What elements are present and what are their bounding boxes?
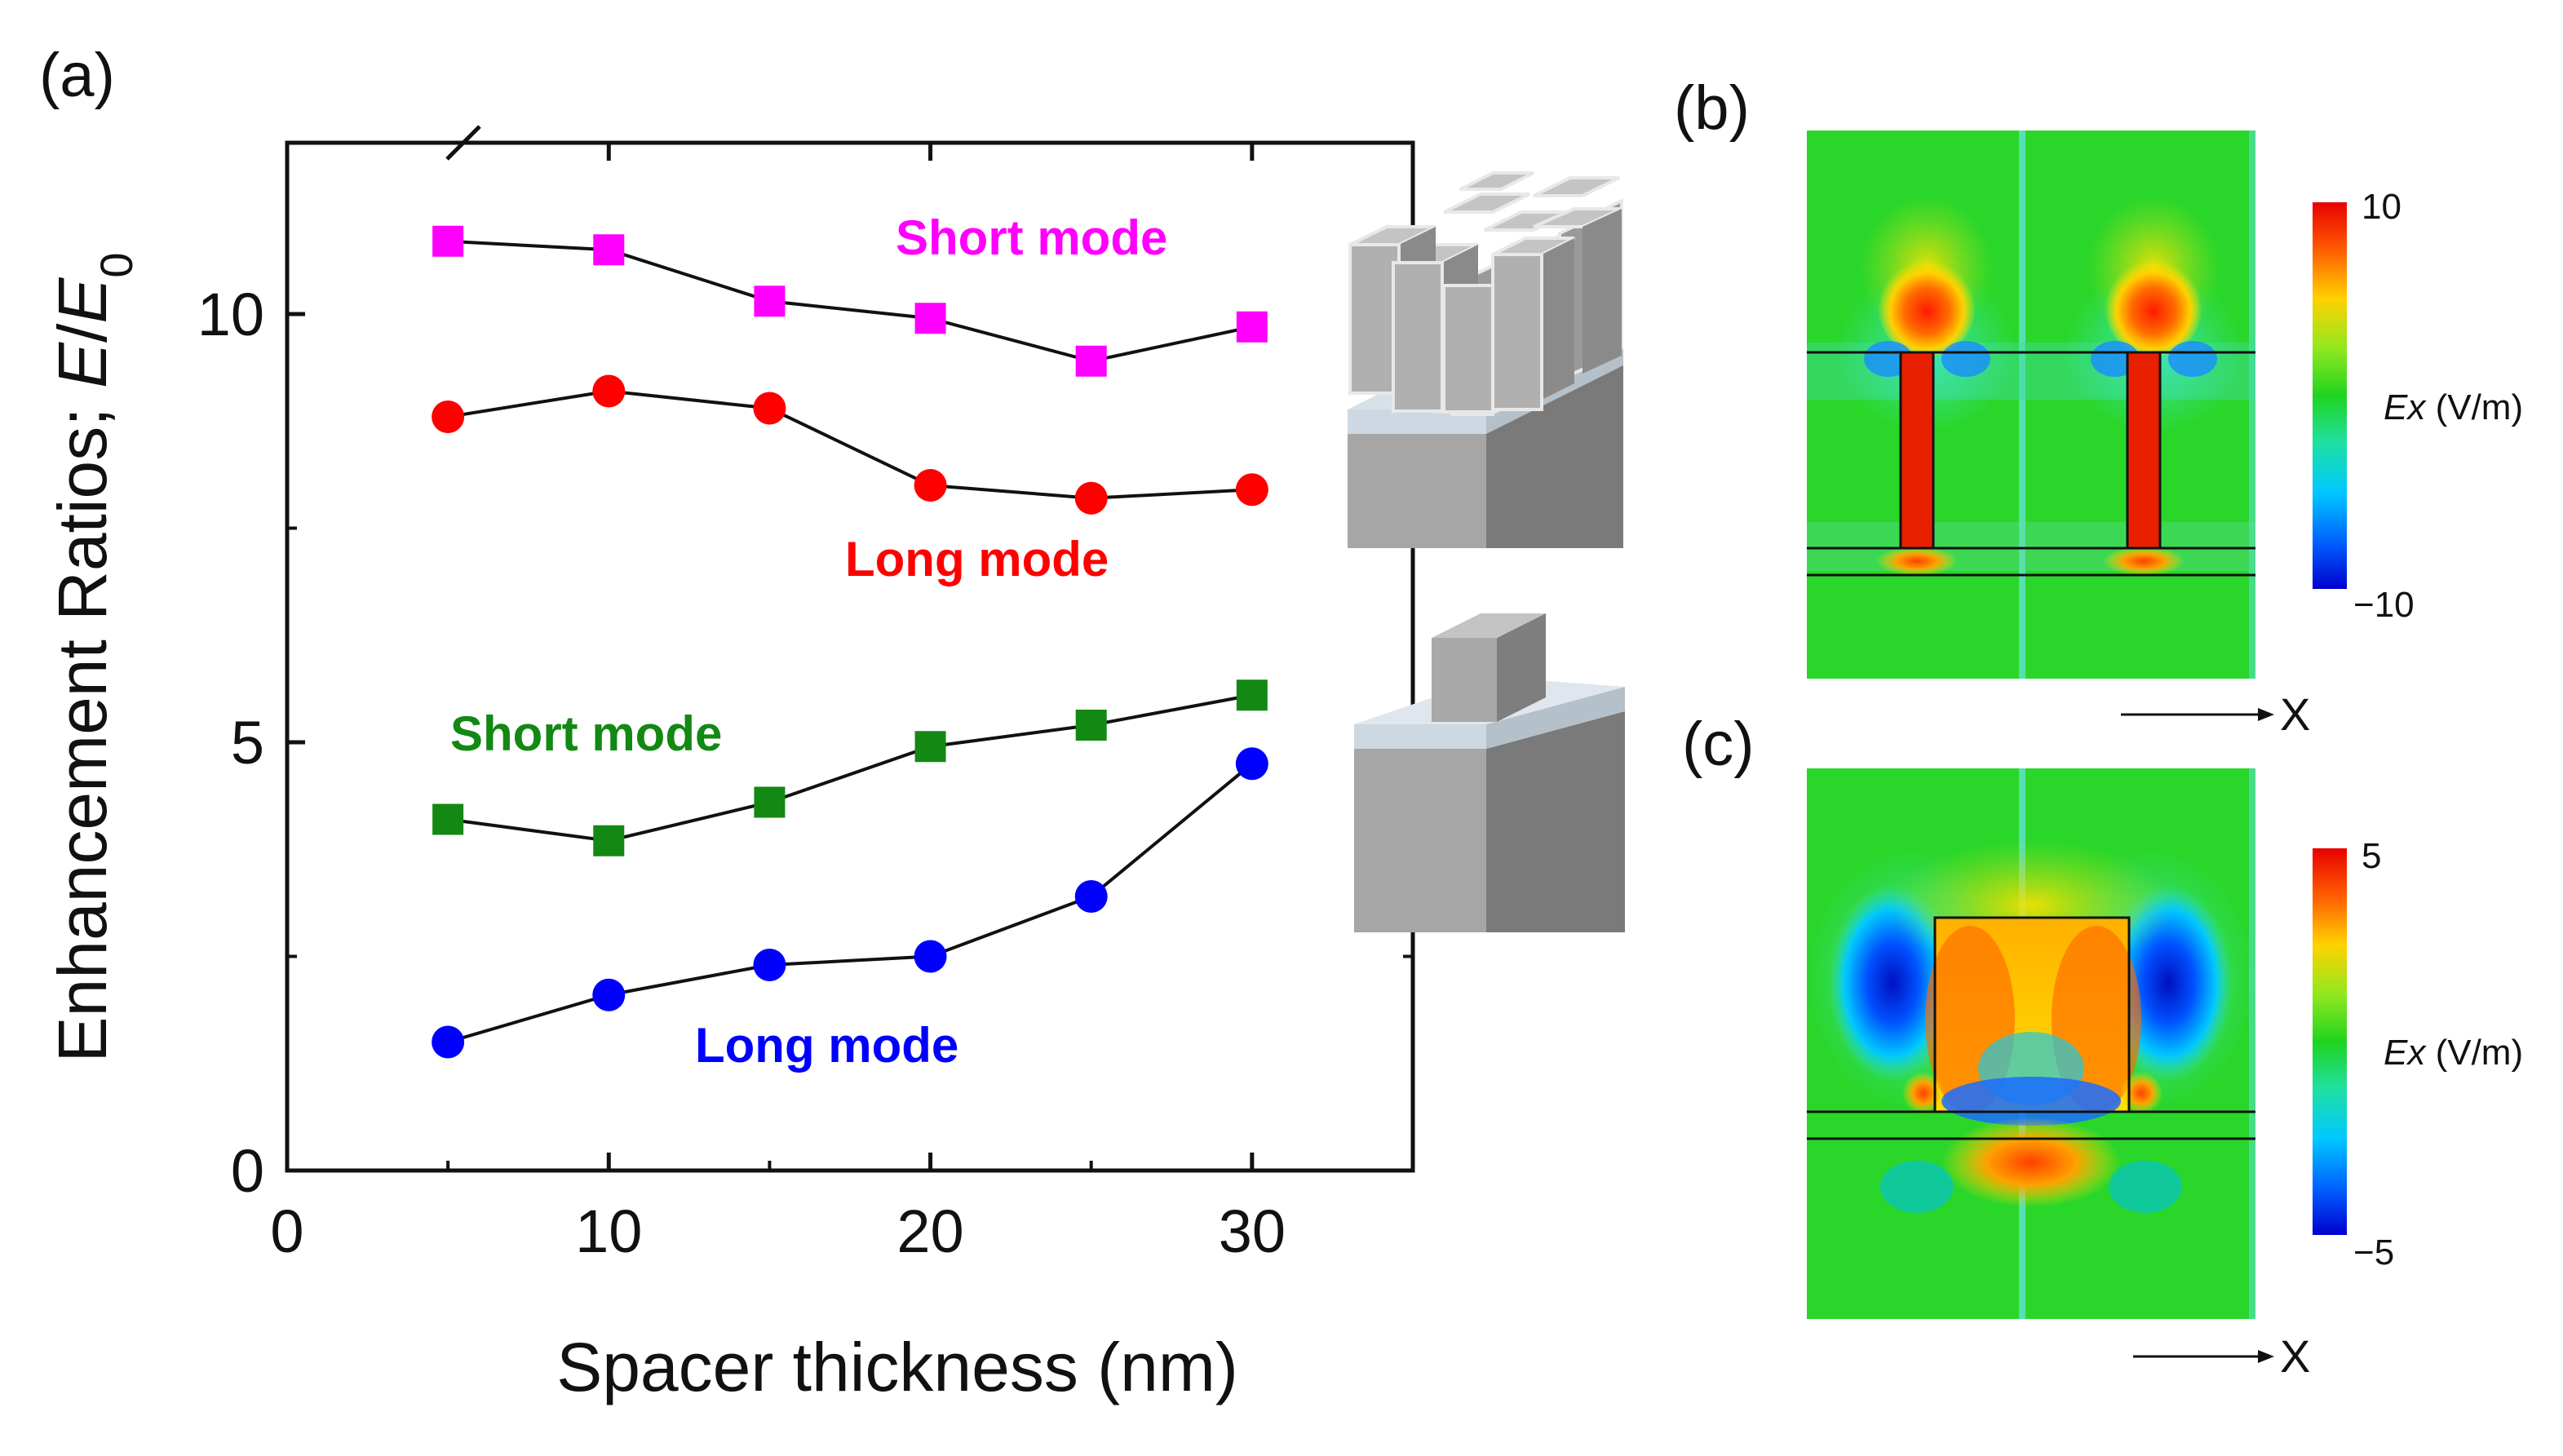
x-ticks: 0 10 20 30 <box>270 143 1286 1265</box>
series-2-point-2 <box>754 786 786 818</box>
series-3-point-5 <box>1235 747 1268 781</box>
field-map-c <box>1807 768 2255 1319</box>
series-3-point-4 <box>1074 880 1108 913</box>
series-3-point-2 <box>753 949 786 981</box>
enhancement-chart: 0 10 20 30 0 5 10 Short mode Long mode Short … <box>44 125 1625 1405</box>
y-tick-label-0: 0 <box>231 1137 264 1205</box>
y-ticks: 0 5 10 <box>197 281 1413 1205</box>
x-label-b: X <box>2280 688 2310 740</box>
series-1 <box>432 374 1268 515</box>
x-direction-arrow-b: X <box>2121 688 2310 740</box>
y-axis-title: Enhancement Ratios; E/E0 <box>44 252 142 1062</box>
series-2 <box>432 679 1268 856</box>
colorbar-c: 5 −5 Ex (V/m) <box>2313 836 2523 1272</box>
x-tick-label-10: 10 <box>575 1197 642 1265</box>
series-2-point-5 <box>1236 679 1268 711</box>
series-1-line <box>447 389 1252 500</box>
colorbar-c-min: −5 <box>2353 1233 2394 1272</box>
colorbar-c-quantity: Ex (V/m) <box>2384 1033 2523 1073</box>
series-layer <box>432 225 1268 1059</box>
series-1-point-1 <box>592 374 626 408</box>
series-1-point-5 <box>1235 473 1268 507</box>
field-map-b <box>1807 131 2255 679</box>
series-0-point-1 <box>593 234 625 266</box>
x-axis-title: Spacer thickness (nm) <box>556 1329 1238 1405</box>
series-2-point-3 <box>914 731 946 763</box>
label-long-mode-red: Long mode <box>845 532 1109 586</box>
panel-label-b: (b) <box>1674 73 1750 143</box>
series-0 <box>432 225 1268 377</box>
series-3-point-0 <box>432 1025 465 1059</box>
axis-break-mark <box>445 125 481 161</box>
colorbar-b-max: 10 <box>2362 187 2401 227</box>
plot-frame <box>285 140 1415 1173</box>
series-3-point-1 <box>592 978 626 1011</box>
series-3 <box>432 747 1268 1059</box>
colorbar-b-quantity: Ex (V/m) <box>2384 387 2523 427</box>
label-long-mode-blue: Long mode <box>695 1018 958 1073</box>
x-tick-label-30: 30 <box>1219 1197 1286 1265</box>
colorbar-b: 10 −10 Ex (V/m) <box>2313 187 2523 625</box>
x-label-c: X <box>2280 1330 2310 1382</box>
series-0-line <box>448 239 1253 363</box>
panel-label-a: (a) <box>39 41 115 110</box>
series-2-point-0 <box>432 803 464 835</box>
inset-single-cube-schematic <box>1354 613 1625 932</box>
x-tick-label-20: 20 <box>896 1197 963 1265</box>
series-2-line <box>447 693 1253 843</box>
series-0-point-5 <box>1236 311 1268 343</box>
label-short-mode-magenta: Short mode <box>896 210 1167 265</box>
series-2-point-4 <box>1075 710 1107 741</box>
y-tick-label-5: 5 <box>231 709 264 777</box>
series-0-point-2 <box>754 285 786 317</box>
series-1-point-2 <box>753 392 786 425</box>
series-0-point-4 <box>1075 345 1107 377</box>
colorbar-b-min: −10 <box>2353 585 2415 625</box>
series-0-point-0 <box>432 225 464 257</box>
series-3-line <box>447 762 1254 1044</box>
series-1-point-3 <box>914 469 947 502</box>
series-3-point-3 <box>914 940 947 973</box>
inset-pillar-array-schematic <box>1348 171 1623 548</box>
series-1-point-0 <box>432 401 465 433</box>
x-direction-arrow-c: X <box>2133 1330 2310 1382</box>
panel-label-c: (c) <box>1682 710 1755 779</box>
series-1-point-4 <box>1074 481 1108 515</box>
y-tick-label-10: 10 <box>197 281 264 348</box>
x-tick-label-0: 0 <box>270 1197 303 1265</box>
label-short-mode-green: Short mode <box>450 706 722 761</box>
series-0-point-3 <box>914 303 946 334</box>
series-2-point-1 <box>593 825 625 856</box>
colorbar-c-max: 5 <box>2362 836 2381 876</box>
